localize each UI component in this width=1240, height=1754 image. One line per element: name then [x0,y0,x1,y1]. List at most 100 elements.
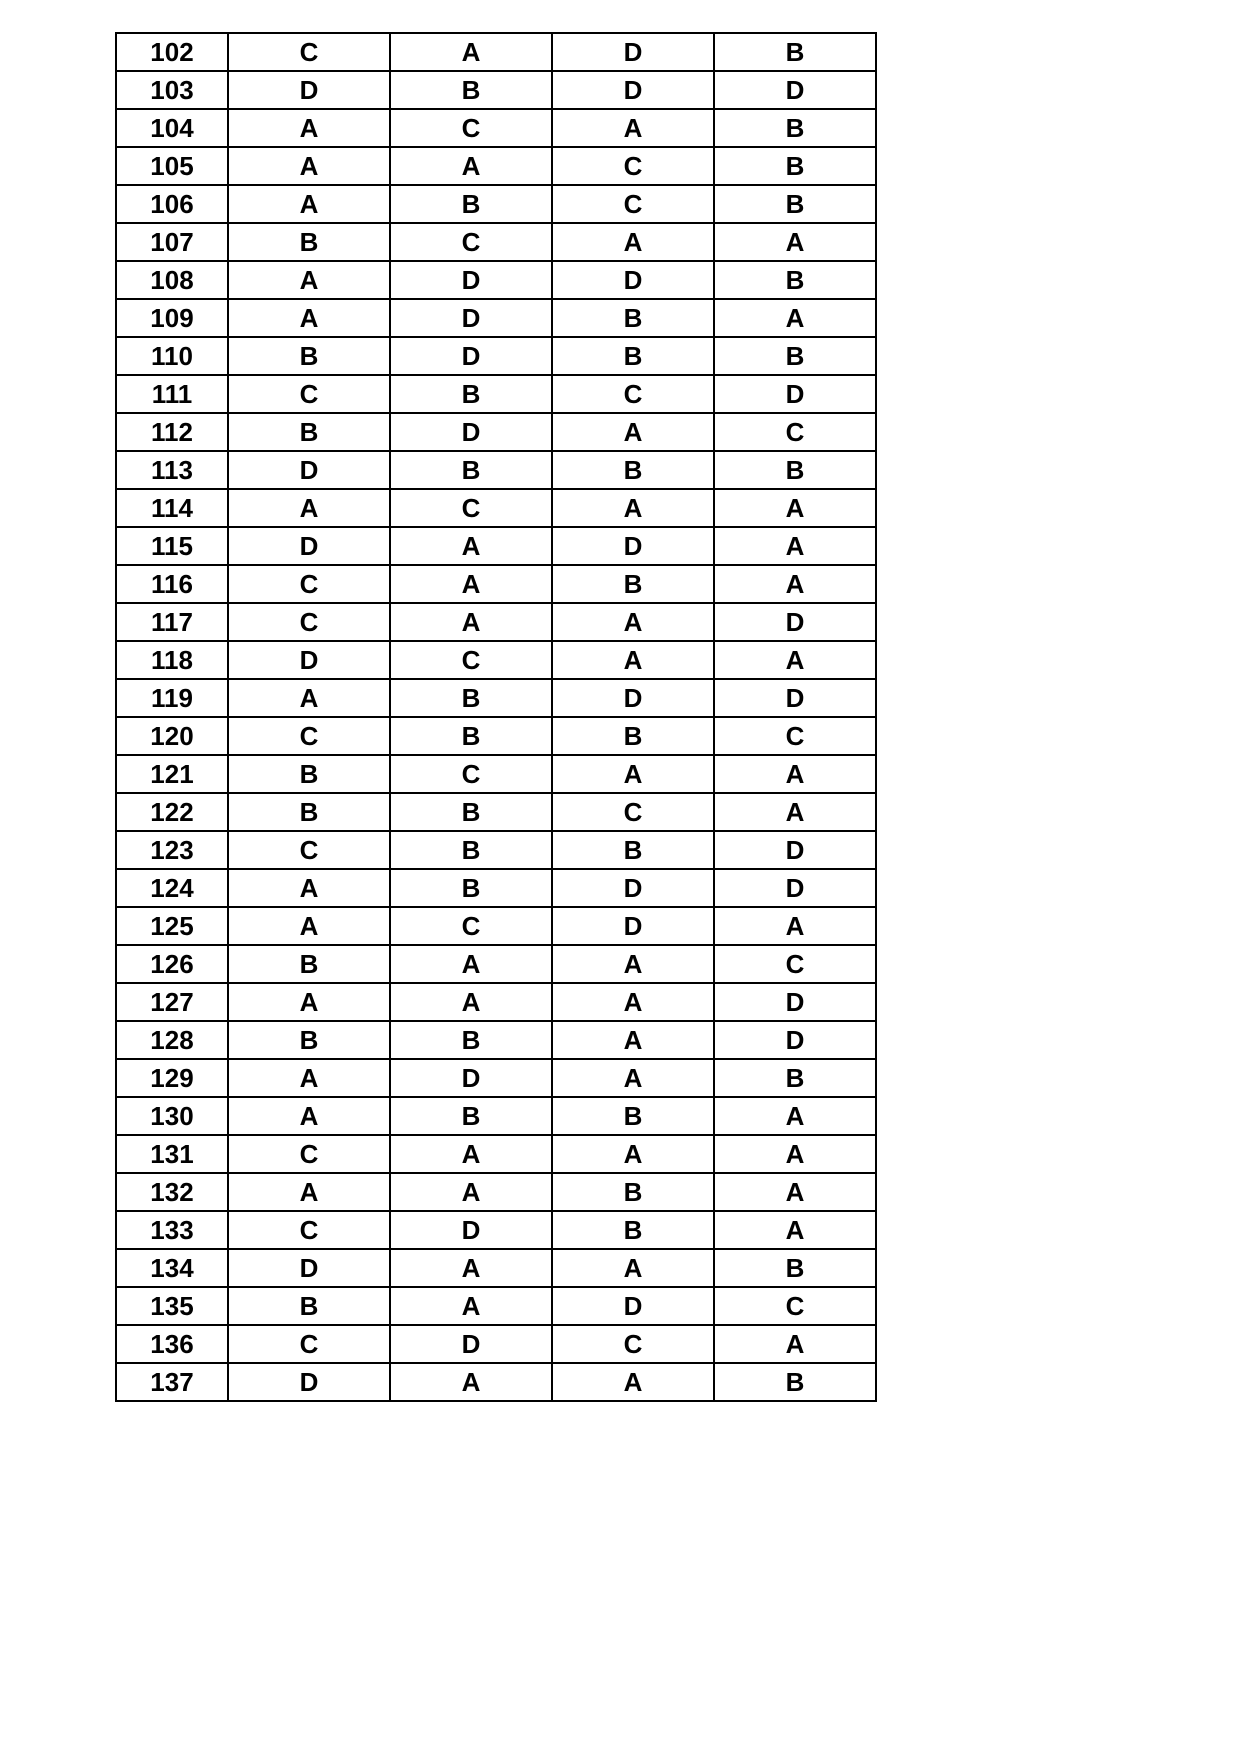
question-number-cell: 123 [116,831,228,869]
answer-cell: C [552,185,714,223]
answer-cell: A [228,679,390,717]
answer-cell: A [714,299,876,337]
table-row: 124ABDD [116,869,876,907]
answer-cell: B [552,299,714,337]
answer-cell: C [390,223,552,261]
table-row: 109ADBA [116,299,876,337]
answer-cell: A [552,1021,714,1059]
answer-cell: B [714,147,876,185]
table-row: 107BCAA [116,223,876,261]
table-row: 134DAAB [116,1249,876,1287]
answer-cell: D [390,337,552,375]
answer-cell: C [552,147,714,185]
table-row: 121BCAA [116,755,876,793]
answer-cell: A [228,869,390,907]
table-row: 127AAAD [116,983,876,1021]
answer-cell: A [390,147,552,185]
answer-cell: A [552,603,714,641]
answer-cell: D [552,679,714,717]
question-number-cell: 116 [116,565,228,603]
answer-cell: A [390,1249,552,1287]
question-number-cell: 109 [116,299,228,337]
answer-cell: C [228,375,390,413]
answer-cell: A [228,185,390,223]
table-row: 102CADB [116,33,876,71]
answer-cell: D [390,261,552,299]
table-row: 137DAAB [116,1363,876,1401]
answer-cell: A [228,907,390,945]
answer-cell: C [714,413,876,451]
table-row: 116CABA [116,565,876,603]
answer-cell: B [552,337,714,375]
answer-cell: C [714,1287,876,1325]
answer-cell: A [714,755,876,793]
table-row: 104ACAB [116,109,876,147]
answer-cell: B [714,33,876,71]
answer-cell: D [390,1325,552,1363]
answer-cell: A [390,945,552,983]
answer-cell: D [552,71,714,109]
answer-cell: A [714,489,876,527]
page: 102CADB103DBDD104ACAB105AACB106ABCB107BC… [0,0,1240,1754]
answer-cell: C [228,565,390,603]
answer-cell: A [228,147,390,185]
answer-cell: B [228,755,390,793]
answer-cell: D [552,869,714,907]
answer-cell: B [228,1021,390,1059]
answer-cell: D [714,869,876,907]
table-row: 113DBBB [116,451,876,489]
answer-cell: A [714,1097,876,1135]
question-number-cell: 113 [116,451,228,489]
answer-cell: D [714,831,876,869]
question-number-cell: 135 [116,1287,228,1325]
question-number-cell: 106 [116,185,228,223]
answer-cell: B [228,337,390,375]
table-row: 118DCAA [116,641,876,679]
answer-cell: A [552,223,714,261]
question-number-cell: 119 [116,679,228,717]
table-row: 129ADAB [116,1059,876,1097]
answer-cell: A [714,1211,876,1249]
question-number-cell: 118 [116,641,228,679]
question-number-cell: 130 [116,1097,228,1135]
answer-cell: B [228,223,390,261]
table-row: 128BBAD [116,1021,876,1059]
answer-cell: D [714,679,876,717]
table-row: 110BDBB [116,337,876,375]
answer-cell: A [714,1135,876,1173]
answer-cell: A [390,983,552,1021]
question-number-cell: 104 [116,109,228,147]
answer-cell: A [552,641,714,679]
answer-cell: A [552,1363,714,1401]
answer-cell: B [714,1249,876,1287]
answer-cell: B [552,831,714,869]
question-number-cell: 114 [116,489,228,527]
answer-cell: A [714,223,876,261]
answer-cell: D [552,907,714,945]
answer-cell: C [228,831,390,869]
answer-cell: B [552,451,714,489]
table-row: 115DADA [116,527,876,565]
table-row: 132AABA [116,1173,876,1211]
answer-cell: D [228,1363,390,1401]
answer-cell: B [390,185,552,223]
answer-cell: B [390,717,552,755]
answer-cell: A [552,755,714,793]
question-number-cell: 126 [116,945,228,983]
question-number-cell: 128 [116,1021,228,1059]
question-number-cell: 107 [116,223,228,261]
answer-cell: B [714,337,876,375]
answer-cell: A [714,1325,876,1363]
answer-cell: A [714,907,876,945]
question-number-cell: 120 [116,717,228,755]
answer-cell: B [714,261,876,299]
question-number-cell: 136 [116,1325,228,1363]
answer-cell: B [228,793,390,831]
answer-key-tbody: 102CADB103DBDD104ACAB105AACB106ABCB107BC… [116,33,876,1401]
answer-cell: D [552,33,714,71]
question-number-cell: 121 [116,755,228,793]
answer-cell: D [714,375,876,413]
answer-cell: B [714,451,876,489]
answer-cell: B [552,1173,714,1211]
answer-cell: C [228,1211,390,1249]
